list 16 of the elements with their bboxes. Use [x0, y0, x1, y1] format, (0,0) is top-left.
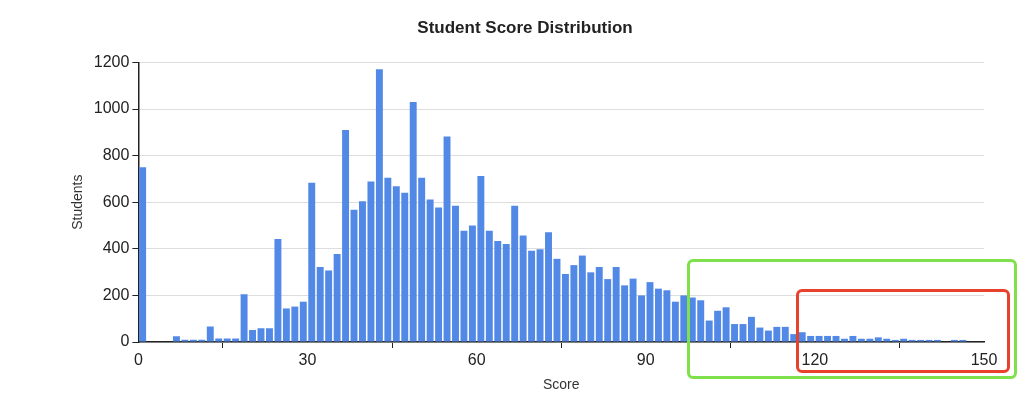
x-tick-label: 90	[636, 351, 655, 369]
chart-title: Student Score Distribution	[417, 17, 633, 37]
y-tick-label: 800	[102, 146, 130, 164]
y-tick-label: 200	[102, 285, 130, 303]
x-tick-label: 150	[970, 351, 998, 369]
x-axis-title: Score	[542, 376, 580, 393]
y-tick-label: 1000	[93, 99, 130, 117]
y-tick-label: 400	[102, 239, 130, 257]
x-tick-label: 30	[298, 351, 317, 369]
x-tick-label: 120	[801, 351, 829, 369]
y-tick-label: 600	[102, 192, 130, 210]
x-tick-label: 60	[467, 351, 486, 369]
y-tick-label: 0	[120, 332, 130, 350]
x-tick-label: 0	[133, 351, 143, 369]
y-axis-title: Students	[69, 174, 86, 230]
y-tick-label: 1200	[93, 52, 130, 70]
